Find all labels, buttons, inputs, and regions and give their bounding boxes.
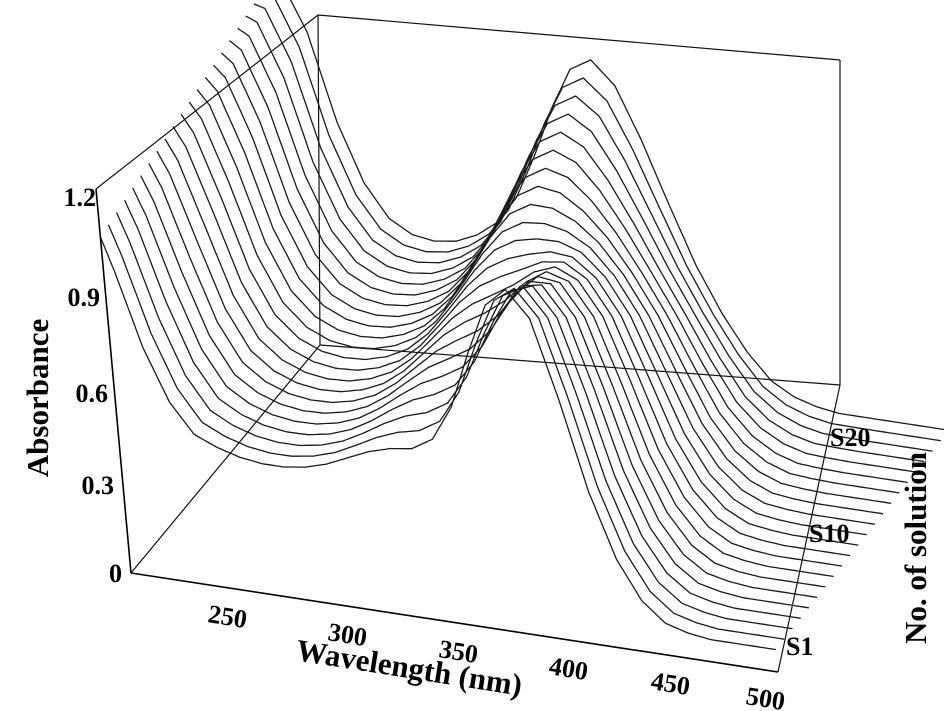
spectra-layer bbox=[99, 0, 944, 651]
spectrum-line bbox=[229, 40, 908, 484]
spectrum-line bbox=[212, 64, 892, 505]
floor-depth-edge bbox=[130, 344, 321, 574]
y-tick-label: 0.6 bbox=[76, 379, 109, 408]
spectrum-line bbox=[115, 212, 793, 630]
spectrum-line bbox=[99, 236, 777, 651]
spectrum-line bbox=[204, 76, 884, 515]
x-tick-label: 400 bbox=[547, 651, 590, 686]
z-axis-title: No. of solution bbox=[898, 452, 933, 644]
y-tick-label: 0 bbox=[109, 559, 122, 588]
y-axis-title: Absorbance bbox=[20, 319, 55, 477]
x-tick-labels: 250 300 350 400 450 500 bbox=[206, 599, 787, 711]
spectrum-line bbox=[172, 126, 851, 557]
x-axis-title: Wavelength (nm) bbox=[294, 632, 525, 702]
x-tick-label: 350 bbox=[437, 634, 480, 669]
spectrum-line bbox=[107, 224, 785, 640]
spectrum-line bbox=[245, 15, 925, 463]
spectrum-line bbox=[156, 150, 834, 578]
spectrum-line bbox=[164, 138, 842, 567]
spectrum-line bbox=[140, 175, 818, 599]
spectrum-line bbox=[196, 89, 875, 525]
spectrum-line bbox=[180, 113, 859, 546]
z-tick-label: S10 bbox=[809, 519, 849, 548]
spectrum-line bbox=[148, 163, 826, 588]
x-tick-label: 500 bbox=[744, 681, 787, 711]
x-axis-line bbox=[130, 572, 779, 673]
spectrum-line bbox=[237, 27, 917, 473]
z-tick-label: S20 bbox=[830, 423, 870, 452]
x-tick-label: 450 bbox=[649, 666, 692, 701]
spectrum-line bbox=[132, 187, 809, 609]
spectrum-line bbox=[289, 0, 944, 431]
spectrum-line bbox=[188, 101, 867, 536]
axis-box bbox=[95, 14, 841, 673]
z-tick-labels: S1 S10 S20 bbox=[786, 423, 870, 661]
spectrum-line bbox=[274, 0, 941, 442]
x-tick-label: 250 bbox=[206, 599, 249, 634]
x-tick-label: 300 bbox=[326, 617, 369, 652]
y-tick-labels: 0 0.3 0.6 0.9 1.2 bbox=[64, 183, 123, 588]
z-tick-label: S1 bbox=[786, 632, 813, 661]
y-tick-label: 0.3 bbox=[82, 471, 115, 500]
y-axis-line bbox=[95, 188, 132, 574]
y-tick-label: 0.9 bbox=[68, 283, 101, 312]
y-tick-label: 1.2 bbox=[64, 183, 97, 212]
z-axis-line bbox=[777, 384, 841, 673]
back-wall-top-edge bbox=[317, 14, 841, 61]
floor-back-edge bbox=[319, 344, 841, 386]
spectrum-line bbox=[124, 199, 801, 619]
back-wall-vertical-edge bbox=[317, 14, 321, 346]
spectrum-line bbox=[253, 3, 933, 452]
spectrum-line bbox=[220, 52, 900, 494]
